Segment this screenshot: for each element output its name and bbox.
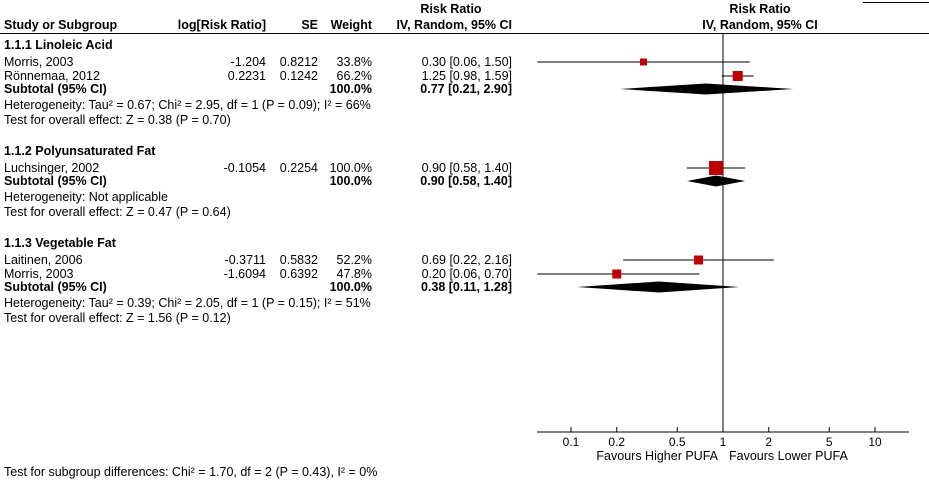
subgroup-title: 1.1.2 Polyunsaturated Fat — [4, 144, 156, 158]
effect-estimate-square — [709, 161, 724, 175]
subtotal-label: Subtotal (95% CI) — [4, 82, 107, 96]
effect-estimate-square — [612, 269, 622, 279]
study-ci-text: 0.30 [0.06, 1.50] — [421, 55, 512, 69]
overall-effect-note: Test for overall effect: Z = 1.56 (P = 0… — [4, 311, 231, 325]
subgroup-title: 1.1.3 Vegetable Fat — [4, 236, 116, 250]
study-log-risk-ratio: -1.204 — [230, 55, 266, 69]
study-log-risk-ratio: 0.2231 — [227, 69, 266, 83]
subtotal-weight: 100.0% — [329, 280, 372, 294]
heterogeneity-note: Heterogeneity: Not applicable — [4, 190, 168, 204]
col-header-log-risk-ratio: log[Risk Ratio] — [177, 18, 266, 32]
effect-estimate-square — [732, 71, 743, 81]
effect-estimate-square — [640, 58, 648, 66]
study-weight: 100.0% — [329, 161, 372, 175]
study-log-risk-ratio: -1.6094 — [223, 267, 266, 281]
effect-measure-header-plot-col: Risk Ratio — [729, 2, 791, 16]
subtotal-ci-text: 0.38 [0.11, 1.28] — [420, 280, 512, 294]
study-ci-text: 0.20 [0.06, 0.70] — [421, 267, 512, 281]
axis-tick-label: 2 — [765, 435, 773, 449]
subtotal-diamond — [619, 83, 794, 95]
study-weight: 66.2% — [336, 69, 372, 83]
study-weight: 47.8% — [336, 267, 372, 281]
overall-effect-note: Test for overall effect: Z = 0.38 (P = 0… — [4, 113, 231, 127]
favours-left-label: Favours Higher PUFA — [596, 449, 718, 463]
study-se: 0.8212 — [279, 55, 318, 69]
favours-right-label: Favours Lower PUFA — [729, 449, 848, 463]
heterogeneity-note: Heterogeneity: Tau² = 0.39; Chi² = 2.05,… — [4, 296, 371, 310]
study-log-risk-ratio: -0.1054 — [223, 161, 266, 175]
col-header-ci-plot: IV, Random, 95% CI — [702, 18, 818, 32]
study-se: 0.5832 — [279, 253, 318, 267]
effect-measure-header-text-col: Risk Ratio — [420, 2, 482, 16]
subtotal-diamond — [577, 281, 740, 293]
study-log-risk-ratio: -0.3711 — [224, 253, 266, 267]
study-ci-text: 0.69 [0.22, 2.16] — [421, 253, 512, 267]
subtotal-ci-text: 0.77 [0.21, 2.90] — [420, 82, 512, 96]
study-ci-text: 0.90 [0.58, 1.40] — [421, 161, 512, 175]
subtotal-label: Subtotal (95% CI) — [4, 174, 107, 188]
axis-tick-label: 0.1 — [562, 435, 580, 449]
axis-tick-label: 5 — [825, 435, 833, 449]
study-weight: 33.8% — [336, 55, 372, 69]
top-border-fragment — [863, 2, 929, 3]
study-name: Luchsinger, 2002 — [4, 161, 100, 175]
axis-tick-label: 10 — [868, 435, 882, 449]
study-name: Morris, 2003 — [4, 267, 74, 281]
study-weight: 52.2% — [336, 253, 372, 267]
col-header-study: Study or Subgroup — [4, 18, 118, 32]
subgroup-title: 1.1.1 Linoleic Acid — [4, 38, 113, 52]
study-se: 0.6392 — [279, 267, 318, 281]
axis-tick-label: 0.5 — [668, 435, 686, 449]
study-se: 0.2254 — [279, 161, 318, 175]
study-name: Morris, 2003 — [4, 55, 74, 69]
col-header-ci-text: IV, Random, 95% CI — [396, 18, 512, 32]
header-divider — [0, 33, 929, 34]
study-name: Laitinen, 2006 — [4, 253, 83, 267]
col-header-se: SE — [301, 18, 318, 32]
study-se: 0.1242 — [279, 69, 318, 83]
heterogeneity-note: Heterogeneity: Tau² = 0.67; Chi² = 2.95,… — [4, 98, 371, 112]
subtotal-ci-text: 0.90 [0.58, 1.40] — [420, 174, 512, 188]
col-header-weight: Weight — [330, 18, 372, 32]
subtotal-weight: 100.0% — [329, 82, 372, 96]
axis-tick-label: 0.2 — [608, 435, 626, 449]
subtotal-label: Subtotal (95% CI) — [4, 280, 107, 294]
subgroup-differences-note: Test for subgroup differences: Chi² = 1.… — [4, 465, 378, 479]
overall-effect-note: Test for overall effect: Z = 0.47 (P = 0… — [4, 205, 231, 219]
subtotal-diamond — [687, 175, 746, 187]
study-name: Rönnemaa, 2012 — [4, 69, 100, 83]
effect-estimate-square — [694, 255, 704, 265]
study-ci-text: 1.25 [0.98, 1.59] — [421, 69, 512, 83]
subtotal-weight: 100.0% — [329, 174, 372, 188]
axis-tick-label: 1 — [719, 435, 727, 449]
